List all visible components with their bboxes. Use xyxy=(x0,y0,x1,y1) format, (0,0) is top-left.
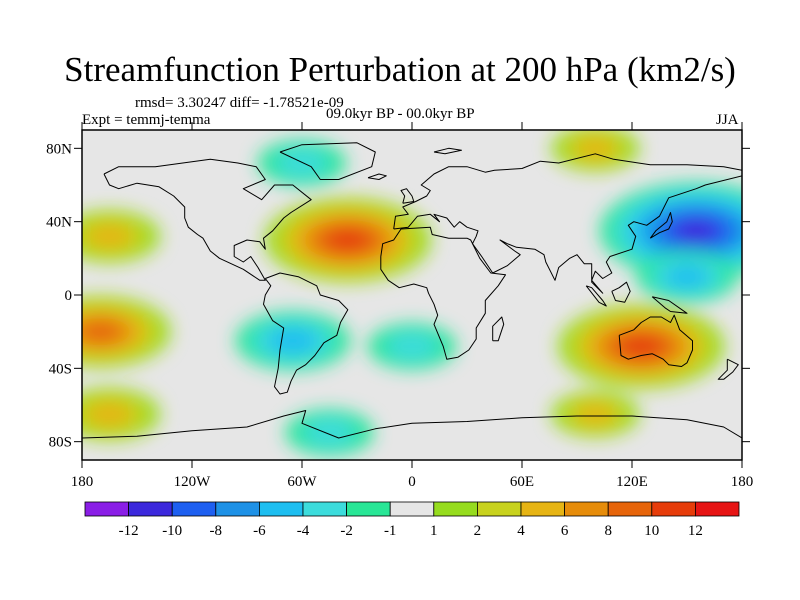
colorbar-swatch xyxy=(695,501,740,517)
x-tick-label: 60E xyxy=(510,474,534,490)
colorbar-swatch xyxy=(346,501,391,517)
stats-label: rmsd= 3.30247 diff= -1.78521e-09 xyxy=(135,95,344,111)
field-background xyxy=(82,130,742,460)
colorbar-label: -4 xyxy=(297,523,310,539)
coast-eurasia xyxy=(393,153,742,294)
axis-ticks: 180 120W 60W 0 60E 120E 180 80N 40N 0 40S 80S xyxy=(46,122,753,490)
coast-indonesia xyxy=(585,285,607,307)
colorbar-label: -2 xyxy=(340,523,353,539)
coast-greenland xyxy=(279,142,376,180)
y-tick-label: 40S xyxy=(49,361,72,377)
coast-africa xyxy=(380,226,506,360)
season-label: JJA xyxy=(716,112,739,128)
anomaly-southern-ocean-high xyxy=(551,391,640,437)
coast-new-guinea xyxy=(651,296,688,314)
colorbar-label: 1 xyxy=(430,523,438,539)
anomaly-south-pacific-high-2 xyxy=(82,388,160,441)
anomaly-south-america-low xyxy=(235,311,350,371)
colorbar-label: 10 xyxy=(644,523,659,539)
colorbar-label: -1 xyxy=(384,523,397,539)
coast-borneo xyxy=(611,281,631,303)
colorbar-swatch xyxy=(607,501,653,517)
colorbar-swatch xyxy=(302,501,347,517)
coast-japan xyxy=(649,212,673,239)
colorbar-label: -6 xyxy=(253,523,266,539)
coastlines xyxy=(82,142,742,439)
x-tick-label: 0 xyxy=(408,474,416,490)
x-tick-label: 120E xyxy=(616,474,648,490)
y-tick-label: 40N xyxy=(46,215,72,231)
y-tick-label: 0 xyxy=(65,288,73,304)
colorbar-label: 2 xyxy=(474,523,482,539)
x-tick-label: 180 xyxy=(71,474,94,490)
colorbar-label: 8 xyxy=(604,523,612,539)
coast-antarctica xyxy=(82,410,742,439)
anomaly-southern-ocean-low xyxy=(285,409,374,456)
colorbar-swatch xyxy=(171,501,217,517)
coast-australia xyxy=(618,314,693,367)
colorbar-swatch xyxy=(433,501,478,517)
coast-great-britain xyxy=(400,188,415,204)
chart-title: Streamfunction Perturbation at 200 hPa (… xyxy=(64,50,736,89)
x-tick-label: 120W xyxy=(174,474,212,490)
colorbar-swatch xyxy=(84,501,129,517)
anomaly-western-pacific-low xyxy=(636,250,738,303)
coast-south-america xyxy=(263,272,349,395)
anomaly-south-atlantic-low xyxy=(368,323,456,370)
colorbar-label: -10 xyxy=(162,523,182,539)
coast-svalbard xyxy=(433,147,462,155)
colorbar-label: 4 xyxy=(517,523,525,539)
colorbar: -12 -10 -8 -6 -4 -2 -1 1 2 4 6 8 10 12 xyxy=(84,501,740,539)
coast-iceland xyxy=(367,173,387,180)
colorbar-label: -12 xyxy=(119,523,139,539)
colorbar-label: -8 xyxy=(210,523,223,539)
streamfunction-field xyxy=(82,130,742,460)
colorbar-swatch xyxy=(651,501,696,517)
anomaly-siberia-high xyxy=(551,130,640,172)
y-tick-label: 80N xyxy=(46,141,72,157)
anomaly-australia-high xyxy=(558,304,725,389)
colorbar-swatch xyxy=(520,501,565,517)
colorbar-label: 6 xyxy=(561,523,569,539)
colorbar-swatch xyxy=(215,501,260,517)
coast-new-zealand xyxy=(717,358,739,380)
colorbar-swatch xyxy=(128,501,173,517)
coast-north-america xyxy=(103,158,312,281)
x-tick-label: 60W xyxy=(287,474,317,490)
experiment-label: Expt = temmj-temma xyxy=(82,112,211,128)
y-tick-label: 80S xyxy=(49,435,72,451)
anomaly-mid-atlantic-high xyxy=(264,198,431,282)
colorbar-swatch xyxy=(564,501,609,517)
colorbar-swatch xyxy=(389,501,435,517)
colorbar-swatch xyxy=(258,501,304,517)
anomaly-greenland-low xyxy=(258,140,346,186)
anomaly-north-pacific-high xyxy=(82,210,160,263)
anomaly-south-pacific-high xyxy=(82,296,171,368)
coast-madagascar xyxy=(492,316,505,342)
x-tick-label: 180 xyxy=(731,474,754,490)
colorbar-swatch xyxy=(476,501,522,517)
colorbar-label: 12 xyxy=(688,523,703,539)
period-label: 09.0kyr BP - 00.0kyr BP xyxy=(326,106,475,122)
